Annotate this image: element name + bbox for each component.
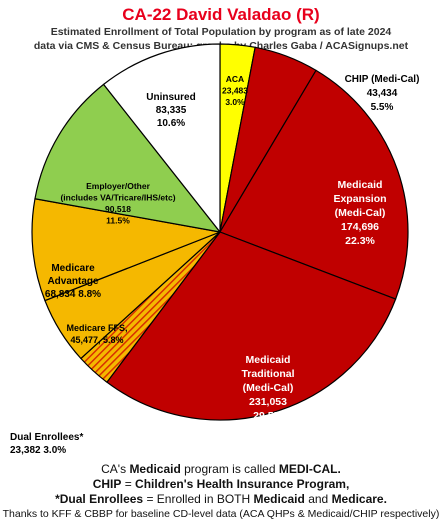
- footer-line2: CHIP = Children's Health Insurance Progr…: [0, 477, 442, 492]
- footer-text: Medicare.: [331, 492, 387, 506]
- slice-label-advantage: Advantage: [47, 276, 99, 287]
- slice-label-dual: 23,382 3.0%: [10, 445, 66, 456]
- slice-label-ffs: Medicare FFS,: [66, 323, 127, 333]
- slice-label-traditional: Traditional: [241, 368, 294, 380]
- pie-slice-employer-other-includes-va-tricare-ihs-etc: [34, 83, 221, 233]
- slice-label-chip: CHIP (Medi-Cal): [345, 74, 420, 85]
- footer-text: CA's: [101, 462, 130, 476]
- slice-label-uninsured: Uninsured: [146, 92, 195, 103]
- slice-label-ffs: 45,477, 5.8%: [70, 335, 123, 345]
- pie-slice-uninsured: [103, 43, 221, 233]
- footer-text: =: [121, 477, 136, 491]
- slice-label-employer: Employer/Other: [86, 181, 150, 191]
- slice-label-employer: 11.5%: [106, 216, 130, 226]
- footer-text: and: [304, 492, 332, 506]
- slice-label-expansion: Medicaid: [338, 179, 383, 191]
- slice-label-traditional: Medicaid: [246, 354, 291, 366]
- slice-label-employer: (includes VA/Tricare/IHS/etc): [60, 193, 175, 203]
- slice-label-chip: 5.5%: [371, 102, 394, 113]
- slice-label-chip: 43,434: [367, 88, 398, 99]
- slice-label-advantage: 68,834 8.8%: [45, 289, 101, 300]
- pie-slice-medicaid-expansion-medi-cal: [219, 69, 409, 300]
- slice-label-aca: ACA: [226, 74, 244, 84]
- pie-slice-medicare-advantage: [31, 198, 221, 302]
- footer-text: program is called: [180, 462, 279, 476]
- footer-line3: *Dual Enrollees = Enrolled in BOTH Medic…: [0, 492, 442, 507]
- chart-title: CA-22 David Valadao (R): [122, 5, 320, 24]
- slice-label-traditional: 231,053: [249, 396, 287, 408]
- footer-text: Children's Health Insurance Program,: [135, 477, 350, 491]
- footer-text: = Enrolled in BOTH: [143, 492, 254, 506]
- slice-label-uninsured: 83,335: [156, 105, 187, 116]
- slice-label-expansion: Expansion: [333, 193, 386, 205]
- footer-text: Medicaid: [129, 462, 181, 476]
- slice-label-traditional: 29.5%: [253, 410, 283, 422]
- slice-label-aca: 3.0%: [225, 97, 245, 107]
- slice-label-aca: 23,483: [222, 86, 248, 96]
- footer-text: CHIP: [92, 477, 122, 491]
- slice-label-expansion: 174,696: [341, 221, 379, 233]
- footer-text: *Dual Enrollees: [55, 492, 144, 506]
- slice-label-uninsured: 10.6%: [157, 118, 185, 129]
- footer-line4: Thanks to KFF & CBBP for baseline CD-lev…: [2, 508, 440, 520]
- pie-slices: [31, 43, 409, 421]
- footer-notes: CA's Medicaid program is called MEDI-CAL…: [0, 462, 442, 522]
- footer-line1: CA's Medicaid program is called MEDI-CAL…: [0, 462, 442, 477]
- slice-label-expansion: (Medi-Cal): [335, 207, 386, 219]
- slice-label-employer: 90,518: [105, 204, 131, 214]
- slice-label-traditional: (Medi-Cal): [243, 382, 294, 394]
- chart-subtitle-line1: Estimated Enrollment of Total Population…: [50, 26, 392, 38]
- slice-label-advantage: Medicare: [51, 263, 95, 274]
- pie-slice-medicaid-traditional-medi-cal: [106, 231, 397, 421]
- footer-text: MEDI-CAL.: [278, 462, 341, 476]
- slice-label-dual: Dual Enrollees*: [10, 432, 83, 443]
- slice-label-expansion: 22.3%: [345, 235, 375, 247]
- footer-text: Medicaid: [253, 492, 305, 506]
